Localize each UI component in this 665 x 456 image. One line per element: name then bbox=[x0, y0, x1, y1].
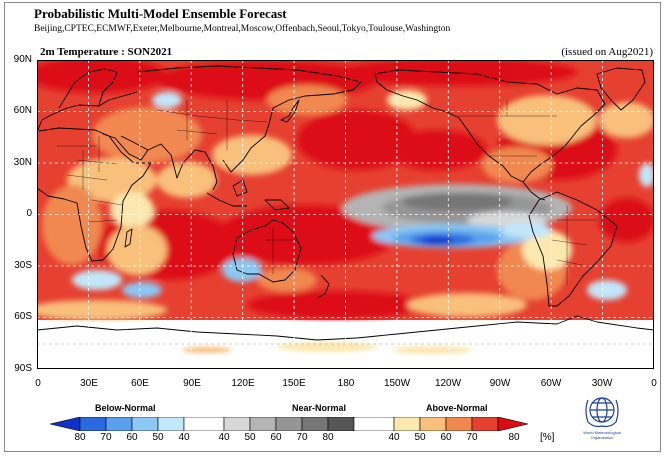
legend-above-normal-label: Above-Normal bbox=[426, 403, 488, 413]
legend-swatch-above-60 bbox=[445, 417, 473, 431]
lat-label-eq: 0 bbox=[26, 208, 32, 219]
panel-title: 2m Temperature : SON2021 bbox=[40, 46, 173, 58]
legend-swatch-below-50 bbox=[131, 417, 159, 431]
wmo-logo-text: World Meteorological Organization bbox=[583, 430, 621, 440]
lon-label-90w: 90W bbox=[489, 378, 511, 389]
legend-tick-above-80: 80 bbox=[508, 432, 520, 443]
legend-swatch-above-80 bbox=[497, 417, 529, 431]
legend-swatch-near-70 bbox=[301, 417, 329, 431]
legend-swatch-below-40 bbox=[157, 417, 185, 431]
figure-title: Probabilistic Multi-Model Ensemble Forec… bbox=[34, 6, 287, 21]
country-borders bbox=[57, 100, 597, 285]
legend-tick-above-70: 70 bbox=[466, 432, 478, 443]
legend-swatch-below-60 bbox=[105, 417, 133, 431]
legend-tick-below-70: 70 bbox=[100, 432, 112, 443]
lon-label-30e: 30E bbox=[80, 378, 98, 389]
legend-tick-below-40: 40 bbox=[178, 432, 190, 443]
legend-tick-near-70: 70 bbox=[296, 432, 308, 443]
legend-below-normal-label: Below-Normal bbox=[95, 403, 156, 413]
legend-tick-near-80: 80 bbox=[322, 432, 334, 443]
probability-map bbox=[37, 60, 654, 369]
lon-label-90e: 90E bbox=[183, 378, 201, 389]
lon-label-120e: 120E bbox=[231, 378, 255, 389]
lat-label-60s: 60S bbox=[14, 311, 32, 322]
lon-label-150e: 150E bbox=[282, 378, 306, 389]
graticule bbox=[37, 60, 654, 369]
legend-swatch-above-50 bbox=[419, 417, 447, 431]
legend-swatch-near-50 bbox=[249, 417, 277, 431]
issued-date: (issued on Aug2021) bbox=[561, 46, 653, 58]
legend-colorbar bbox=[50, 417, 529, 431]
legend-swatch-above-70 bbox=[471, 417, 499, 431]
lon-label-360: 0 bbox=[651, 378, 657, 389]
lat-label-30s: 30S bbox=[14, 260, 32, 271]
lon-label-30w: 30W bbox=[591, 378, 613, 389]
legend-swatch-near-40 bbox=[223, 417, 251, 431]
legend-swatch-near-80 bbox=[327, 417, 355, 431]
legend-tick-above-50: 50 bbox=[414, 432, 426, 443]
legend-tick-near-60: 60 bbox=[270, 432, 282, 443]
map-border bbox=[37, 60, 654, 369]
legend-tick-below-80: 80 bbox=[74, 432, 86, 443]
legend-swatch-below-70 bbox=[79, 417, 107, 431]
legend-tick-above-60: 60 bbox=[440, 432, 452, 443]
legend-swatch-above-40 bbox=[393, 417, 421, 431]
legend-near-normal-label: Near-Normal bbox=[292, 403, 347, 413]
legend-tick-near-50: 50 bbox=[244, 432, 256, 443]
lon-label-150w: 150W bbox=[383, 378, 411, 389]
legend-swatch-below-80 bbox=[50, 417, 81, 431]
lat-label-90n: 90N bbox=[13, 54, 32, 65]
legend-swatch-white-1 bbox=[183, 417, 225, 431]
contributing-centers: Beijing,CPTEC,ECMWF,Exeter,Melbourne,Mon… bbox=[34, 24, 451, 34]
lon-label-60w: 60W bbox=[540, 378, 562, 389]
lon-label-0: 0 bbox=[35, 378, 41, 389]
lon-label-180: 180 bbox=[337, 378, 355, 389]
legend-tick-below-50: 50 bbox=[152, 432, 164, 443]
lon-label-120w: 120W bbox=[434, 378, 462, 389]
coastlines bbox=[37, 65, 654, 341]
lat-label-60n: 60N bbox=[13, 105, 32, 116]
legend-tick-near-40: 40 bbox=[218, 432, 230, 443]
legend-tick-above-40: 40 bbox=[388, 432, 400, 443]
lat-label-90s: 90S bbox=[14, 363, 32, 374]
lon-label-60e: 60E bbox=[131, 378, 149, 389]
legend-swatch-near-60 bbox=[275, 417, 303, 431]
legend-swatch-white-2 bbox=[353, 417, 395, 431]
legend-unit: [%] bbox=[540, 432, 555, 443]
wmo-logo bbox=[585, 397, 619, 428]
lat-label-30n: 30N bbox=[13, 157, 32, 168]
legend-tick-below-60: 60 bbox=[126, 432, 138, 443]
